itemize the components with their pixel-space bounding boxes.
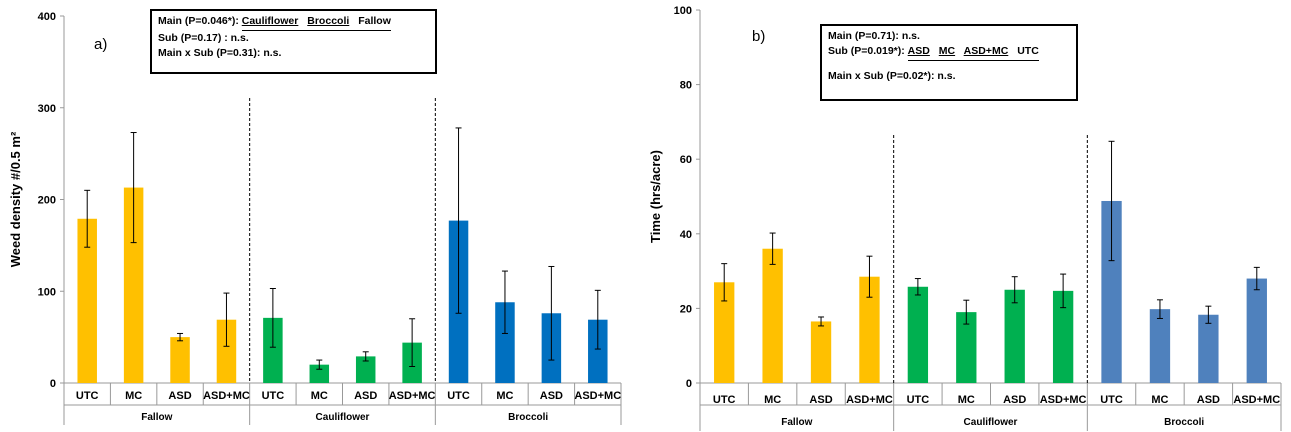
bar-broccoli-asd-mc xyxy=(588,319,608,383)
stats-main-b: Main (P=0.71): n.s. xyxy=(828,30,920,42)
group-label: Cauliflower xyxy=(316,412,370,423)
category-label: MC xyxy=(311,390,328,402)
y-tick-label: 200 xyxy=(38,195,56,207)
stats-sub-line-b: Sub (P=0.019*): ASD MC ASD+MC UTC xyxy=(828,44,1070,61)
category-label: UTC xyxy=(907,394,930,406)
bar-fallow-mc xyxy=(123,187,144,383)
bar-broccoli-utc xyxy=(1101,200,1122,383)
category-label: MC xyxy=(125,390,142,402)
category-label: ASD+MC xyxy=(389,390,436,402)
sub-order-item: UTC xyxy=(1017,45,1039,57)
main-order-item: Fallow xyxy=(358,15,391,27)
stats-main-line-a: Main (P=0.046*): Cauliflower Broccoli Fa… xyxy=(158,14,429,31)
stats-sub-order-b: ASD MC ASD+MC UTC xyxy=(907,44,1039,61)
category-label: ASD+MC xyxy=(846,394,893,406)
category-label: ASD xyxy=(809,394,832,406)
group-label: Fallow xyxy=(781,417,812,428)
group-label: Broccoli xyxy=(1164,417,1204,428)
main-order-item: Broccoli xyxy=(307,15,350,27)
bar-broccoli-asd xyxy=(1198,314,1219,383)
y-tick-label: 300 xyxy=(38,103,56,115)
category-label: ASD xyxy=(1197,394,1220,406)
y-tick-label: 40 xyxy=(680,229,692,241)
category-label: MC xyxy=(496,390,513,402)
y-axis-title-a: Weed density #/0.5 m² xyxy=(8,131,23,267)
y-tick-label: 100 xyxy=(38,286,56,298)
category-label: UTC xyxy=(713,394,736,406)
bar-fallow-asd xyxy=(170,337,190,383)
y-tick-label: 400 xyxy=(38,11,56,23)
group-label: Fallow xyxy=(141,412,172,423)
stats-box-b: Main (P=0.71): n.s. Sub (P=0.019*): ASD … xyxy=(820,24,1078,101)
bar-cauliflower-mc xyxy=(956,312,977,383)
category-label: ASD+MC xyxy=(1233,394,1280,406)
bar-fallow-asd-mc xyxy=(216,319,237,383)
bar-cauliflower-utc xyxy=(263,317,283,383)
category-label: MC xyxy=(1151,394,1168,406)
main-order-item: Cauliflower xyxy=(241,15,299,27)
stats-interaction-a: Main x Sub (P=0.31): n.s. xyxy=(158,47,282,59)
panel-label-a: a) xyxy=(94,36,107,53)
panel-label-b: b) xyxy=(752,28,765,45)
y-tick-label: 0 xyxy=(686,378,692,390)
category-label: ASD xyxy=(540,390,563,402)
stats-main-a: Main (P=0.046*): xyxy=(158,15,239,27)
stats-interaction-b: Main x Sub (P=0.02*): n.s. xyxy=(828,70,956,82)
category-label: ASD+MC xyxy=(574,390,621,402)
bar-cauliflower-mc xyxy=(309,364,330,383)
category-label: UTC xyxy=(76,390,99,402)
category-label: UTC xyxy=(1100,394,1123,406)
stats-sub-a: Sub (P=0.17) : n.s. xyxy=(158,32,249,44)
bar-fallow-mc xyxy=(762,248,783,383)
bar-fallow-asd-mc xyxy=(859,276,880,383)
bar-broccoli-asd-mc xyxy=(1246,278,1267,383)
category-label: ASD xyxy=(354,390,377,402)
y-tick-label: 0 xyxy=(50,378,56,390)
category-label: ASD+MC xyxy=(203,390,250,402)
y-axis-title-b: Time (hrs/acre) xyxy=(648,150,663,243)
sub-order-item: MC xyxy=(938,45,956,57)
y-tick-label: 80 xyxy=(680,80,692,92)
category-label: MC xyxy=(958,394,975,406)
stats-main-order-a: Cauliflower Broccoli Fallow xyxy=(241,14,391,31)
stats-box-a: Main (P=0.046*): Cauliflower Broccoli Fa… xyxy=(150,9,437,74)
bar-fallow-utc xyxy=(77,218,97,383)
category-label: ASD xyxy=(168,390,191,402)
bar-broccoli-mc xyxy=(495,302,515,383)
category-label: UTC xyxy=(262,390,285,402)
category-label: ASD+MC xyxy=(1040,394,1087,406)
y-tick-label: 20 xyxy=(680,303,692,315)
bar-cauliflower-asd xyxy=(1004,289,1025,383)
group-label: Cauliflower xyxy=(964,417,1018,428)
bar-cauliflower-asd xyxy=(355,356,376,383)
bar-cauliflower-asd-mc xyxy=(1052,290,1074,383)
sub-order-item: ASD+MC xyxy=(963,45,1009,57)
y-tick-label: 100 xyxy=(674,5,692,17)
y-tick-label: 60 xyxy=(680,154,692,166)
bar-fallow-utc xyxy=(714,282,735,383)
stats-sub-b: Sub (P=0.019*): xyxy=(828,45,905,57)
category-label: UTC xyxy=(447,390,470,402)
category-label: MC xyxy=(764,394,781,406)
bar-broccoli-mc xyxy=(1149,309,1171,383)
group-label: Broccoli xyxy=(508,412,548,423)
bar-cauliflower-utc xyxy=(907,286,929,383)
bar-fallow-asd xyxy=(810,321,832,383)
sub-order-item: ASD xyxy=(907,45,930,57)
category-label: ASD xyxy=(1003,394,1026,406)
